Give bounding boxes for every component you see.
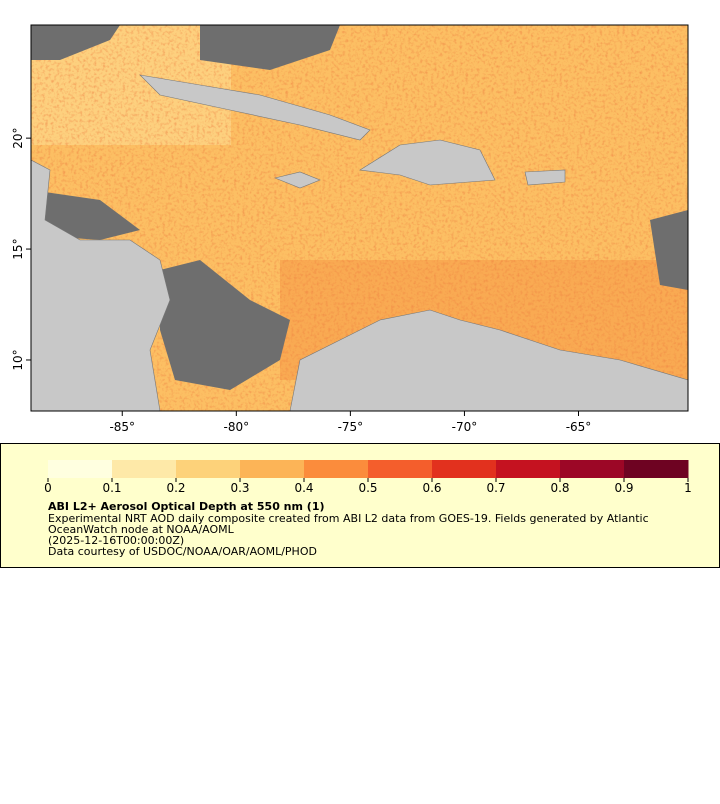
colorbar-tick-label: 0.9 (614, 481, 633, 495)
legend-line: (2025-12-16T00:00:00Z) (48, 534, 184, 547)
colorbar-swatch (496, 460, 561, 478)
legend-line: OceanWatch node at NOAA/AOML (48, 523, 235, 536)
colorbar-swatch (48, 460, 113, 478)
colorbar-tick-label: 0 (44, 481, 52, 495)
colorbar-swatch (304, 460, 369, 478)
colorbar-swatch (240, 460, 305, 478)
colorbar-tick-label: 0.3 (230, 481, 249, 495)
colorbar-swatch (368, 460, 433, 478)
colorbar-tick-label: 0.6 (422, 481, 441, 495)
x-tick-label: -80° (224, 420, 250, 434)
legend-line: Experimental NRT AOD daily composite cre… (48, 512, 649, 525)
x-tick-label: -75° (338, 420, 364, 434)
colorbar-tick-label: 0.1 (102, 481, 121, 495)
x-tick-label: -85° (109, 420, 135, 434)
y-tick-label: 15° (11, 238, 25, 259)
y-tick-label: 20° (11, 127, 25, 148)
colorbar-tick-label: 0.8 (550, 481, 569, 495)
colorbar-swatch (560, 460, 625, 478)
colorbar-tick-label: 0.2 (166, 481, 185, 495)
y-tick-label: 10° (11, 349, 25, 370)
colorbar-swatch (176, 460, 241, 478)
colorbar-swatch (112, 460, 177, 478)
colorbar-tick-label: 1 (684, 481, 692, 495)
x-tick-label: -65° (566, 420, 592, 434)
colorbar-swatch (432, 460, 497, 478)
map-image (31, 25, 688, 411)
colorbar-tick-label: 0.5 (358, 481, 377, 495)
map-frame (30, 24, 689, 412)
colorbar-tick-label: 0.4 (294, 481, 313, 495)
colorbar-tick-label: 0.7 (486, 481, 505, 495)
legend-line: Data courtesy of USDOC/NOAA/OAR/AOML/PHO… (48, 545, 317, 558)
colorbar-swatch (624, 460, 689, 478)
x-tick-label: -70° (452, 420, 478, 434)
legend-title: ABI L2+ Aerosol Optical Depth at 550 nm … (48, 500, 325, 513)
